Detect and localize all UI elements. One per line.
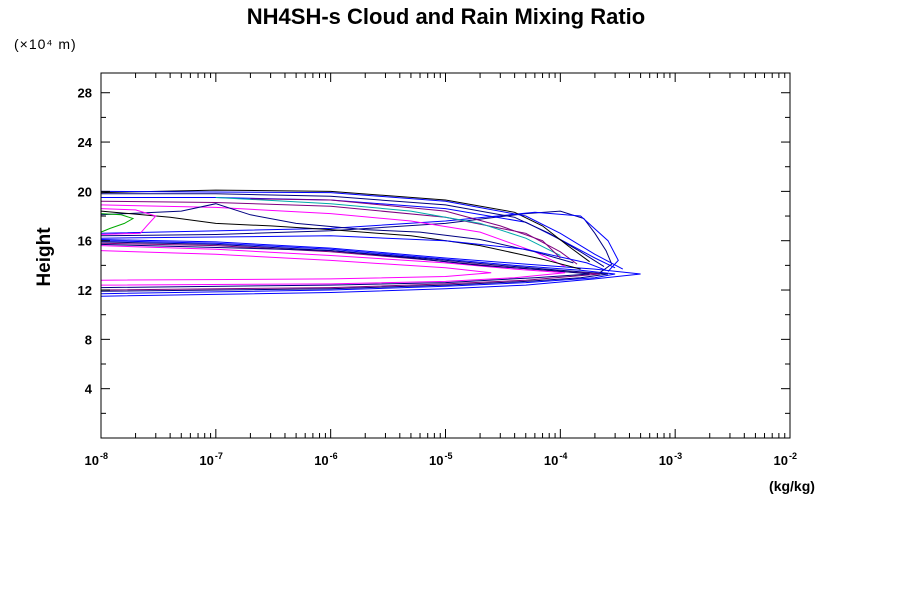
x-tick-base: 10 (429, 453, 443, 468)
x-tick-label: 10 -2 (774, 451, 797, 468)
contour-line-19 (101, 213, 135, 233)
y-tick-label: 20 (78, 184, 92, 199)
x-tick-base: 10 (314, 453, 328, 468)
y-tick-label: 12 (78, 283, 92, 298)
x-tick-base: 10 (544, 453, 558, 468)
x-tick-exponent: -2 (789, 451, 797, 461)
x-tick-label: 10 -8 (85, 451, 108, 468)
x-tick-label: 10 -6 (314, 451, 337, 468)
x-tick-base: 10 (85, 453, 99, 468)
contour-line-21 (250, 198, 561, 259)
contour-line-5 (101, 245, 566, 286)
contour-line-14 (215, 197, 561, 256)
y-tick-label: 16 (78, 234, 92, 249)
y-tick-label: 28 (78, 86, 92, 101)
y-scale-label: (×10⁴ m) (14, 36, 77, 52)
y-tick-label: 24 (78, 135, 93, 150)
x-tick-exponent: -4 (559, 451, 567, 461)
contour-line-1 (101, 239, 641, 297)
y-axis-label: Height (34, 227, 55, 287)
contour-line-22 (101, 190, 624, 270)
x-tick-label: 10 -3 (659, 451, 682, 468)
x-tick-label: 10 -5 (429, 451, 452, 468)
contour-line-18 (101, 235, 607, 271)
contour-line-17 (101, 210, 581, 270)
x-units-label: (kg/kg) (769, 478, 815, 494)
contour-line-8 (101, 210, 613, 274)
x-tick-exponent: -7 (215, 451, 223, 461)
x-tick-label: 10 -7 (199, 451, 222, 468)
plot-frame (100, 72, 791, 439)
contour-line-9 (101, 211, 619, 272)
x-tick-base: 10 (199, 453, 213, 468)
x-tick-exponent: -8 (100, 451, 108, 461)
contour-line-3 (101, 241, 609, 292)
x-tick-label: 10 -4 (544, 451, 567, 468)
contour-line-7 (101, 243, 590, 289)
contour-line-2 (101, 240, 616, 295)
y-tick-label: 8 (85, 332, 92, 347)
contour-line-20 (101, 208, 157, 235)
chart-title: NH4SH-s Cloud and Rain Mixing Ratio (247, 4, 645, 29)
x-tick-exponent: -3 (674, 451, 682, 461)
series-layer (101, 189, 641, 297)
contour-line-16 (101, 203, 574, 264)
x-tick-base: 10 (659, 453, 673, 468)
x-tick-exponent: -6 (330, 451, 338, 461)
x-tick-exponent: -5 (445, 451, 453, 461)
contour-line-6 (101, 250, 492, 281)
x-tick-base: 10 (774, 453, 788, 468)
contour-line-15 (101, 189, 590, 263)
y-tick-label: 4 (85, 382, 93, 397)
contour-line-11 (101, 193, 605, 268)
contour-line-10 (101, 197, 616, 269)
